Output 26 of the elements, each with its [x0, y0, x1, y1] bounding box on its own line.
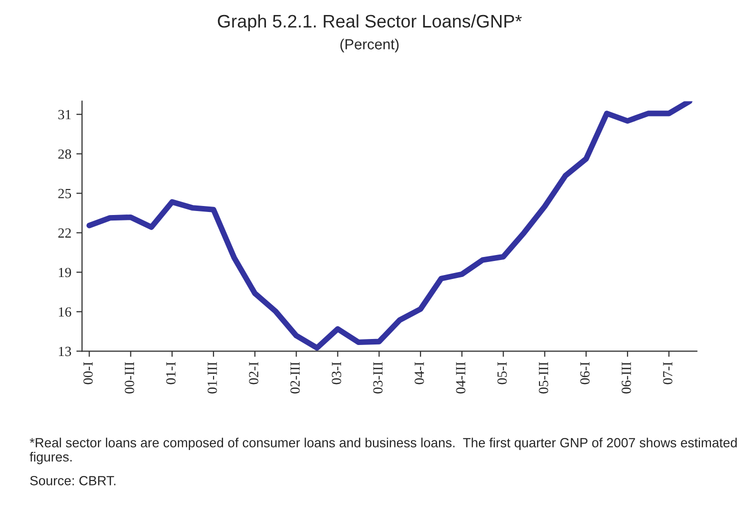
- y-tick-label: 16: [58, 307, 72, 317]
- x-tick-label: 06-III: [622, 362, 631, 394]
- x-tick-label: 07-I: [663, 362, 672, 384]
- x-tick-label: 01-III: [208, 362, 217, 394]
- chart-title: Graph 5.2.1. Real Sector Loans/GNP*: [218, 14, 522, 32]
- x-tick-label: 06-I: [580, 362, 590, 384]
- y-tick-label: 22: [58, 228, 71, 238]
- y-tick-label: 25: [58, 188, 72, 198]
- x-tick-label: 05-III: [538, 362, 548, 394]
- x-tick-label: 04-I: [414, 362, 424, 384]
- source-note: Source: CBRT.: [30, 476, 116, 486]
- y-tick-label: 19: [58, 268, 72, 278]
- x-tick-label: 04-III: [456, 362, 466, 394]
- x-tick-label: 03-I: [332, 362, 342, 384]
- x-tick-label: 02-III: [290, 362, 300, 394]
- y-tick-label: 31: [58, 110, 71, 120]
- y-tick-label: 13: [58, 346, 72, 356]
- x-tick-label: 01-I: [166, 362, 176, 384]
- y-tick-label: 28: [58, 149, 72, 159]
- x-tick-label: 00-III: [124, 362, 134, 394]
- x-tick-label: 00-I: [83, 362, 93, 384]
- text: *Real sector loans are composed of consumer loans and business loans. The first quarter GNP of 2007 shows estimated figures.: [30, 438, 737, 464]
- x-tick-label: 03-III: [373, 362, 383, 394]
- chart-subtitle: (Percent): [340, 38, 399, 52]
- x-tick-label: 02-I: [248, 362, 258, 384]
- x-tick-label: 05-I: [497, 362, 507, 384]
